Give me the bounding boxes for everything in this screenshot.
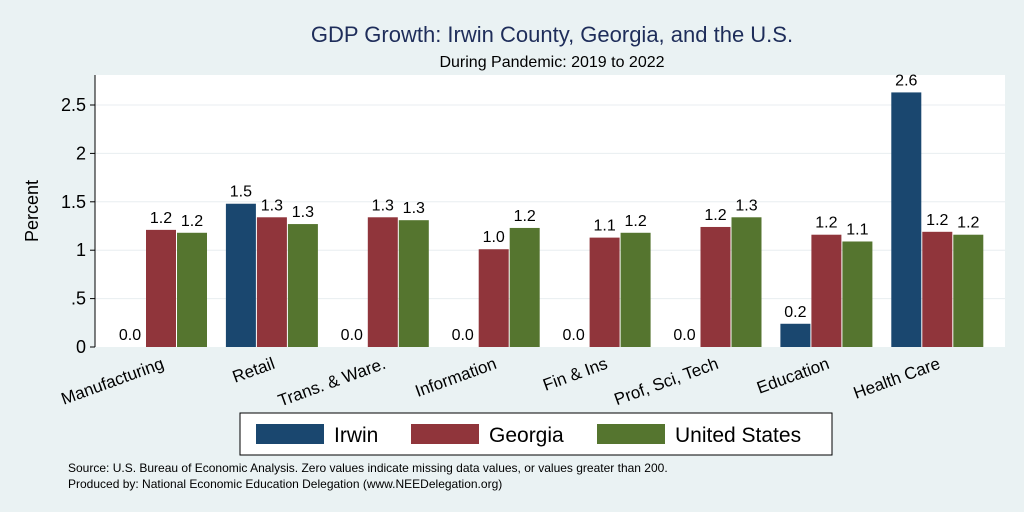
chart-title: GDP Growth: Irwin County, Georgia, and t… (311, 22, 793, 47)
source-note: Source: U.S. Bureau of Economic Analysis… (68, 461, 668, 475)
data-label: 2.6 (895, 72, 917, 89)
data-label: 1.2 (150, 210, 172, 227)
bar-georgia (589, 237, 620, 347)
data-label: 0.0 (452, 327, 474, 344)
y-tick-label: 0 (76, 337, 86, 357)
legend-label: Irwin (334, 424, 378, 447)
data-label: 1.2 (181, 213, 203, 230)
data-label: 0.0 (119, 327, 141, 344)
bar-united-states (509, 227, 540, 347)
y-tick-label: 1.5 (61, 192, 86, 212)
data-label: 1.1 (846, 221, 868, 238)
data-label: 0.0 (341, 327, 363, 344)
y-tick-label: .5 (71, 289, 86, 309)
data-label: 0.2 (784, 304, 806, 321)
y-tick-label: 2 (76, 143, 86, 163)
legend: Irwin Georgia United States (239, 412, 833, 456)
data-label: 1.1 (593, 218, 615, 235)
data-label: 1.2 (926, 212, 948, 229)
legend-box (239, 412, 833, 456)
data-label: 0.0 (562, 327, 584, 344)
bar-georgia (256, 217, 287, 347)
bar-georgia (478, 249, 509, 347)
data-label: 1.3 (372, 197, 394, 214)
legend-swatch (411, 424, 479, 444)
data-label: 0.0 (673, 327, 695, 344)
data-label: 1.2 (815, 215, 837, 232)
data-label: 1.2 (957, 215, 979, 232)
bar-georgia (700, 226, 731, 347)
bar-united-states (398, 220, 429, 347)
y-axis-label: Percent (22, 180, 42, 242)
produced-by-note: Produced by: National Economic Education… (68, 477, 502, 491)
bar-irwin (225, 203, 256, 347)
bar-united-states (842, 241, 873, 347)
y-tick-label: 1 (76, 240, 86, 260)
data-label: 1.2 (624, 213, 646, 230)
data-label: 1.3 (292, 204, 314, 221)
legend-swatch (256, 424, 324, 444)
bar-georgia (367, 217, 398, 347)
bar-united-states (731, 217, 762, 347)
bar-georgia (146, 229, 176, 347)
data-label: 1.3 (261, 197, 283, 214)
data-label: 1.3 (403, 200, 425, 217)
y-tick-label: 2.5 (61, 95, 86, 115)
legend-swatch (597, 424, 665, 444)
bar-irwin (891, 92, 922, 347)
bar-georgia (811, 234, 842, 347)
data-label: 1.5 (230, 184, 252, 201)
data-label: 1.0 (483, 229, 505, 246)
bar-united-states (953, 234, 984, 347)
legend-label: Georgia (489, 424, 564, 447)
bar-united-states (177, 232, 207, 347)
bar-united-states (620, 232, 651, 347)
bar-georgia (922, 231, 953, 347)
data-label: 1.2 (514, 208, 536, 225)
bar-united-states (287, 224, 318, 347)
chart-subtitle: During Pandemic: 2019 to 2022 (439, 54, 664, 71)
bar-irwin (780, 323, 811, 347)
legend-label: United States (675, 424, 801, 447)
data-label: 1.3 (735, 197, 757, 214)
data-label: 1.2 (704, 207, 726, 224)
